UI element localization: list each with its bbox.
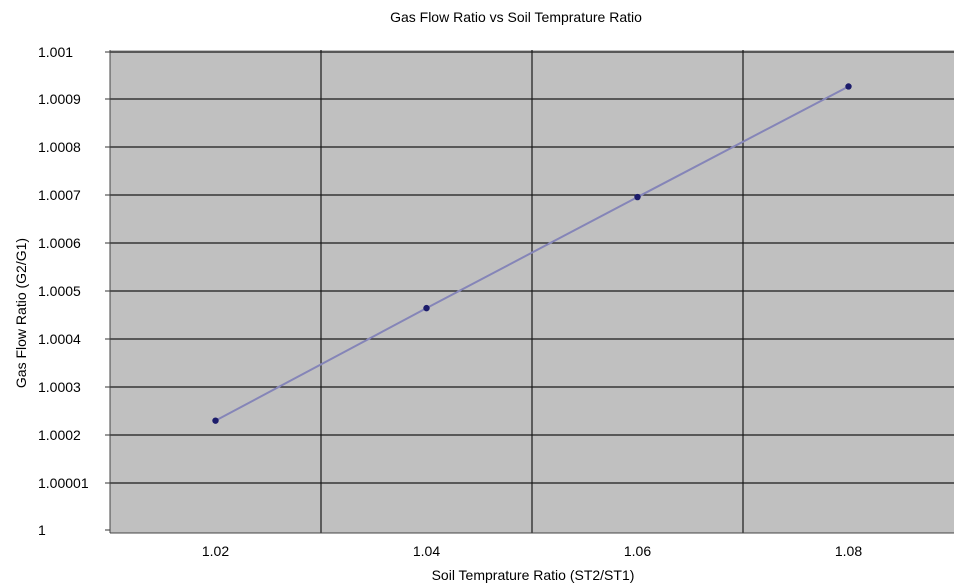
data-point (423, 304, 430, 312)
y-tick-label: 1.0003 (38, 379, 81, 395)
chart-title: Gas Flow Ratio vs Soil Temprature Ratio (390, 9, 642, 25)
x-tick-label: 1.08 (835, 543, 862, 559)
data-point (845, 83, 852, 90)
y-tick-label: 1.00001 (38, 475, 89, 491)
y-tick-label: 1.0002 (38, 427, 81, 443)
x-axis-label: Soil Temprature Ratio (ST2/ST1) (432, 567, 635, 583)
data-point (634, 193, 641, 201)
x-tick-label: 1.02 (202, 543, 229, 559)
y-tick-label: 1.001 (38, 44, 73, 60)
plot-area: 1 1.00001 1.0002 1.0003 1.0004 1.0005 1.0006 1.… (38, 44, 954, 559)
y-tick-label: 1 (38, 522, 46, 538)
y-tick-label: 1.0006 (38, 235, 81, 251)
x-tick-label: 1.04 (413, 543, 440, 559)
x-tick-label: 1.06 (624, 543, 651, 559)
y-axis-label: Gas Flow Ratio (G2/G1) (13, 238, 29, 388)
y-tick-label: 1.0004 (38, 331, 81, 347)
y-tick-label: 1.0009 (38, 91, 81, 107)
y-tick-label: 1.0008 (38, 139, 81, 155)
y-tick-label: 1.0007 (38, 187, 81, 203)
y-tick-label: 1.0005 (38, 283, 81, 299)
data-point (212, 417, 219, 424)
series-line (215, 85, 849, 422)
